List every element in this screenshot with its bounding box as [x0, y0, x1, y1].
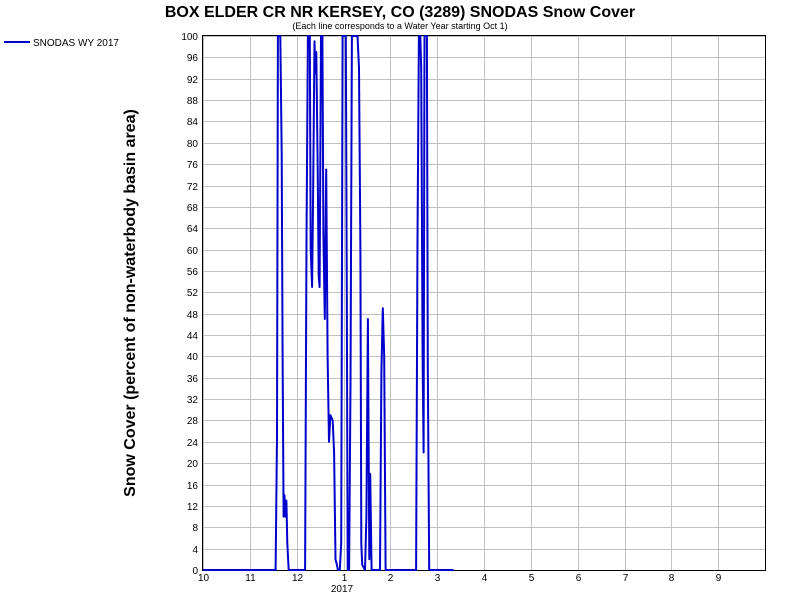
y-tick-label: 56 — [187, 267, 199, 278]
y-tick-label: 8 — [192, 523, 198, 534]
x-tick-label: 11 — [245, 573, 256, 584]
y-tick-label: 80 — [187, 139, 199, 150]
x-tick-label: 8 — [669, 573, 675, 584]
y-tick-label: 52 — [187, 288, 199, 299]
series-group — [203, 35, 454, 571]
y-tick-label: 76 — [187, 160, 199, 171]
y-tick-label: 28 — [187, 416, 199, 427]
x-tick-label: 6 — [576, 573, 582, 584]
x-tick-label: 10 — [198, 573, 210, 584]
y-tick-label: 92 — [187, 75, 199, 86]
y-tick-label: 36 — [187, 374, 199, 385]
y-tick-label: 60 — [187, 246, 199, 257]
x-tick-label: 7 — [623, 573, 629, 584]
y-tick-label: 68 — [187, 203, 199, 214]
y-tick-labels: 0481216202428323640444852566064687276808… — [181, 32, 198, 577]
x-tick-label: 2 — [388, 573, 394, 584]
y-tick-label: 4 — [192, 545, 198, 556]
y-tick-label: 32 — [187, 395, 199, 406]
y-axis-label: Snow Cover (percent of non-waterbody bas… — [122, 109, 139, 497]
y-tick-label: 0 — [192, 566, 198, 577]
y-tick-label: 12 — [187, 502, 199, 513]
y-tick-label: 20 — [187, 459, 199, 470]
y-tick-label: 100 — [181, 32, 198, 43]
grid — [203, 36, 765, 571]
plot-frame — [202, 35, 766, 571]
x-tick-label: 3 — [435, 573, 441, 584]
chart-title: BOX ELDER CR NR KERSEY, CO (3289) SNODAS… — [165, 4, 635, 21]
legend: SNODAS WY 2017 — [4, 38, 119, 49]
y-tick-label: 48 — [187, 310, 199, 321]
y-tick-label: 44 — [187, 331, 199, 342]
x-year-label: 2017 — [331, 584, 354, 595]
x-tick-labels: 10 11 12 1 2 3 4 5 6 7 8 9 — [198, 573, 722, 584]
y-tick-label: 96 — [187, 53, 199, 64]
series-line-0 — [203, 35, 454, 571]
x-tick-label: 12 — [292, 573, 304, 584]
y-tick-label: 40 — [187, 352, 199, 363]
y-tick-label: 72 — [187, 182, 199, 193]
y-tick-label: 64 — [187, 224, 199, 235]
legend-label: SNODAS WY 2017 — [33, 38, 119, 49]
chart-subtitle: (Each line corresponds to a Water Year s… — [292, 21, 507, 31]
x-tick-label: 4 — [482, 573, 488, 584]
y-tick-label: 88 — [187, 96, 199, 107]
y-tick-label: 84 — [187, 117, 199, 128]
x-tick-label: 1 — [342, 573, 348, 584]
y-tick-label: 24 — [187, 438, 199, 449]
y-tick-label: 16 — [187, 481, 199, 492]
x-tick-label: 9 — [716, 573, 722, 584]
x-tick-label: 5 — [529, 573, 535, 584]
